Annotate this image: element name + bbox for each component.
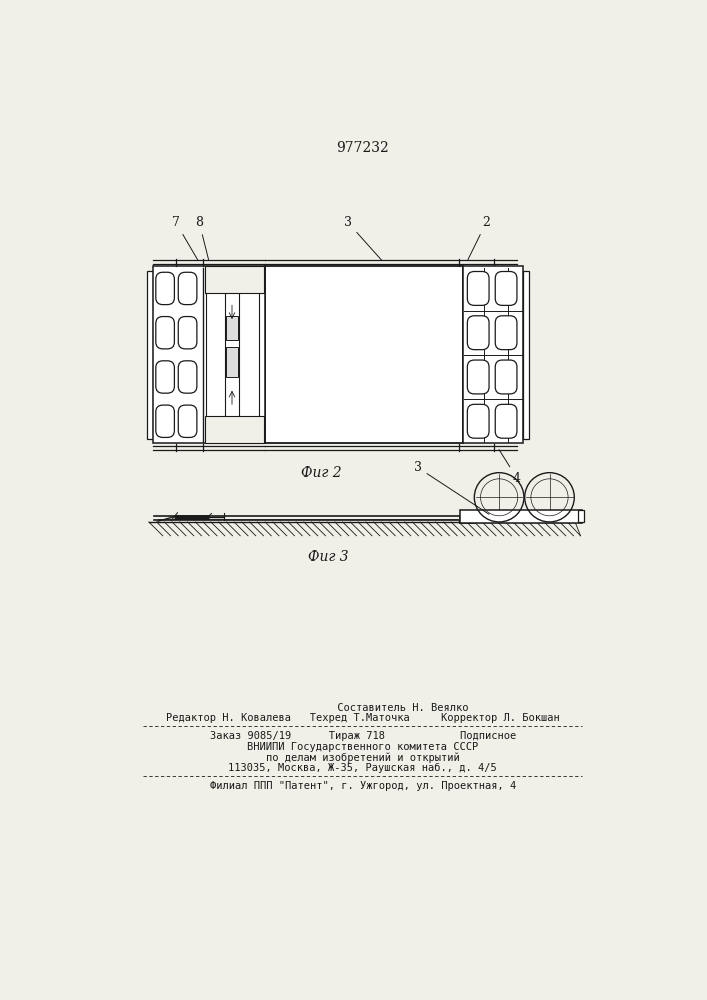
FancyBboxPatch shape (156, 405, 175, 437)
Text: Филиал ППП "Патент", г. Ужгород, ул. Проектная, 4: Филиал ППП "Патент", г. Ужгород, ул. Про… (209, 781, 516, 791)
Bar (226, 347, 238, 377)
Text: 8: 8 (195, 216, 209, 260)
Bar (462, 266, 523, 443)
FancyBboxPatch shape (467, 271, 489, 305)
FancyBboxPatch shape (178, 317, 197, 349)
Text: Составитель Н. Веялко: Составитель Н. Веялко (257, 703, 469, 713)
Text: Заказ 9085/19      Тираж 718            Подписное: Заказ 9085/19 Тираж 718 Подписное (209, 731, 516, 741)
Bar (225, 280, 240, 430)
Text: Редактор Н. Ковалева   Техред Т.Маточка     Корректор Л. Бокшан: Редактор Н. Ковалева Техред Т.Маточка Ко… (166, 713, 560, 723)
Text: 3: 3 (414, 461, 489, 514)
FancyBboxPatch shape (178, 361, 197, 393)
Bar (147, 271, 153, 439)
Bar (523, 271, 529, 439)
Text: по делам изобретений и открытий: по делам изобретений и открытий (266, 752, 460, 763)
FancyBboxPatch shape (156, 272, 175, 305)
Bar (578, 510, 583, 522)
Text: 7: 7 (172, 216, 198, 260)
Text: 3: 3 (344, 216, 382, 260)
FancyBboxPatch shape (495, 404, 517, 438)
FancyBboxPatch shape (495, 316, 517, 350)
Bar (265, 266, 462, 443)
Text: 4: 4 (499, 450, 521, 485)
Bar (206, 416, 264, 443)
FancyBboxPatch shape (467, 360, 489, 394)
FancyBboxPatch shape (156, 317, 175, 349)
Text: Фиг 3: Фиг 3 (308, 550, 349, 564)
Text: Фиг 2: Фиг 2 (300, 466, 341, 480)
FancyBboxPatch shape (467, 404, 489, 438)
FancyBboxPatch shape (178, 272, 197, 305)
Bar (206, 266, 264, 293)
Bar (460, 510, 582, 523)
Text: ВНИИПИ Государственного комитета СССР: ВНИИПИ Государственного комитета СССР (247, 742, 479, 752)
FancyBboxPatch shape (495, 360, 517, 394)
Bar (153, 266, 265, 443)
Text: 113035, Москва, Ж-35, Раушская наб., д. 4/5: 113035, Москва, Ж-35, Раушская наб., д. … (228, 763, 497, 773)
Text: 2: 2 (468, 216, 490, 260)
Text: 977232: 977232 (337, 141, 389, 155)
FancyBboxPatch shape (495, 271, 517, 305)
Bar (226, 316, 238, 340)
FancyBboxPatch shape (178, 405, 197, 437)
Bar (206, 272, 259, 437)
FancyBboxPatch shape (156, 361, 175, 393)
FancyBboxPatch shape (467, 316, 489, 350)
